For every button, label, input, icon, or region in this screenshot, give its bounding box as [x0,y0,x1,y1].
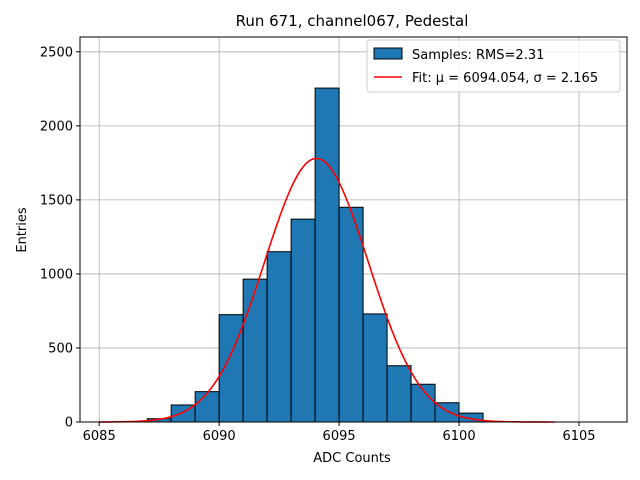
x-axis-label: ADC Counts [313,451,391,466]
histogram-bar [266,251,292,423]
x-tick-label: 6085 [83,429,116,444]
y-tick-label: 1000 [40,267,73,282]
y-axis-ticks: 0 500 1000 1500 2000 2500 [40,45,80,431]
y-tick-label: 2500 [40,45,73,60]
gaussian-fit-curve [99,157,556,423]
chart-title: Run 671, channel067, Pedestal [236,12,469,30]
plot-frame [79,36,628,423]
y-axis-label: Entries [15,207,30,253]
y-tick-label: 0 [65,416,73,431]
bars-layer [122,87,508,423]
histogram-bar [194,391,220,423]
y-tick-label: 1500 [40,193,73,208]
histogram-bar [314,87,340,423]
x-tick-label: 6100 [443,429,476,444]
legend: Samples: RMS=2.31 Fit: μ = 6094.054, σ =… [366,39,621,93]
legend-fit-label: Fit: μ = 6094.054, σ = 2.165 [412,71,598,86]
x-tick-label: 6095 [323,429,356,444]
legend-samples-swatch [373,47,403,60]
histogram-bar [362,313,388,423]
x-axis-ticks: 6085 6090 6095 6100 6105 [83,422,596,444]
histogram-bar [218,314,244,423]
legend-samples-label: Samples: RMS=2.31 [412,48,544,63]
histogram-bar [386,365,412,423]
x-tick-label: 6090 [203,429,236,444]
histogram-bar [290,218,316,423]
histogram-bar [338,206,364,423]
histogram-bar [242,278,268,423]
legend-box [366,39,621,93]
y-tick-label: 500 [48,341,73,356]
y-tick-label: 2000 [40,119,73,134]
x-tick-label: 6105 [562,429,595,444]
fit-layer [99,157,556,423]
